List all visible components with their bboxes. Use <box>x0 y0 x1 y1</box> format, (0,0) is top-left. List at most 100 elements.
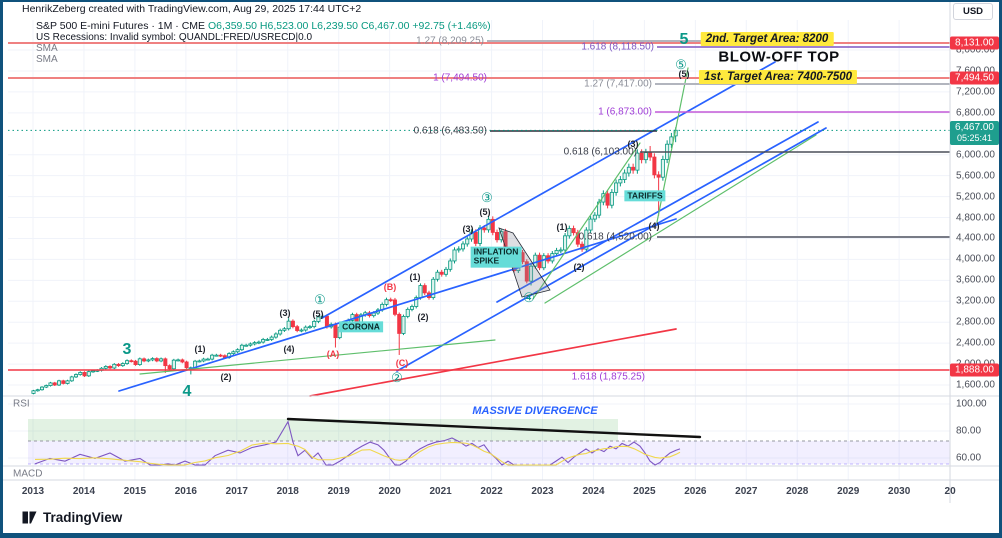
year-tick: 2030 <box>888 486 911 497</box>
year-tick: 2018 <box>276 486 299 497</box>
wave-label[interactable]: 5 <box>679 31 689 48</box>
year-tick: 2027 <box>735 486 758 497</box>
fib-label[interactable]: 1.27 (7,417.00) <box>584 78 652 90</box>
price-tick: 2,400.00 <box>956 337 995 349</box>
attribution-text: HenrikZeberg created with TradingView.co… <box>22 3 362 15</box>
wave-label[interactable]: (2) <box>220 372 232 382</box>
wave-label[interactable]: (2) <box>417 312 429 322</box>
year-tick: 2016 <box>174 486 197 497</box>
wave-label-abc[interactable]: (A) <box>326 349 340 359</box>
fib-label[interactable]: 1.618 (8,118.50) <box>581 41 654 53</box>
price-badge: 6,467.00 05:25:41 <box>950 121 999 145</box>
wave-label[interactable]: (5) <box>678 69 690 79</box>
wave-label[interactable]: (5) <box>312 309 324 319</box>
wave-label[interactable]: (1) <box>409 272 421 282</box>
wave-label[interactable]: (3) <box>279 308 291 318</box>
window-border-bottom <box>0 533 1002 538</box>
year-tick: 2019 <box>327 486 350 497</box>
year-tick: 20 <box>944 486 956 497</box>
price-tick: 6,800.00 <box>956 107 995 119</box>
indicator-error-text[interactable]: US Recessions: Invalid symbol: QUANDL:FR… <box>36 32 313 43</box>
currency-toggle-button[interactable]: USD <box>953 3 993 20</box>
price-tick: 7,200.00 <box>956 86 995 98</box>
ohlc-high: H6,523.00 <box>259 20 309 32</box>
year-tick: 2021 <box>429 486 452 497</box>
price-tick: 7,600.00 <box>956 65 995 76</box>
fib-label[interactable]: 1.618 (1,875.25) <box>571 371 645 383</box>
macd-pane-label: MACD <box>13 468 43 480</box>
price-tick: 6,000.00 <box>956 149 995 161</box>
rsi-tick: 100.00 <box>956 398 987 410</box>
wave-label-abc[interactable]: (C) <box>395 358 409 368</box>
wave-label[interactable]: 3 <box>122 341 132 358</box>
fib-label[interactable]: 1 (6,873.00) <box>598 106 652 118</box>
year-tick: 2026 <box>684 486 707 497</box>
tradingview-logo[interactable]: TradingView <box>22 510 122 525</box>
wave-label[interactable]: (2) <box>573 262 585 272</box>
wave-label[interactable]: ④ <box>523 290 535 305</box>
symbol-title[interactable]: S&P 500 E-mini Futures · 1M · CME <box>36 20 206 32</box>
price-tick: 4,400.00 <box>956 232 995 244</box>
price-tick: 4,800.00 <box>956 212 995 223</box>
rsi-tick: 80.00 <box>956 425 982 437</box>
wave-label[interactable]: (5) <box>479 207 491 217</box>
fib-label[interactable]: 1.27 (8,209.25) <box>416 35 484 47</box>
year-tick: 2013 <box>21 486 45 497</box>
symbol-legend[interactable]: S&P 500 E-mini Futures · 1M · CME O6,359… <box>36 20 491 32</box>
wave-label-abc[interactable]: (B) <box>383 282 397 292</box>
price-tick: 2,800.00 <box>956 316 995 328</box>
wave-label[interactable]: (1) <box>194 344 206 354</box>
ohlc-close: C6,467.00 <box>360 20 410 32</box>
wave-label[interactable]: ② <box>391 370 403 385</box>
blow-off-top-label[interactable]: BLOW-OFF TOP <box>718 48 840 66</box>
year-tick: 2022 <box>480 486 503 497</box>
price-badge: 1,888.00 <box>950 363 999 377</box>
year-tick: 2024 <box>582 486 605 497</box>
sma-legend-2[interactable]: SMA <box>36 54 58 65</box>
window-border-top <box>0 0 1002 2</box>
wave-label[interactable]: (1) <box>556 222 568 232</box>
year-tick: 2025 <box>633 486 656 497</box>
wave-label[interactable]: (4) <box>648 221 660 231</box>
price-badge: 8,131.00 <box>950 36 999 50</box>
year-tick: 2029 <box>837 486 860 497</box>
fib-label[interactable]: 0.618 (6,103.00) <box>563 146 637 158</box>
wave-label[interactable]: ① <box>314 292 326 307</box>
sma-legend-1[interactable]: SMA <box>36 43 58 54</box>
year-tick: 2017 <box>225 486 248 497</box>
price-tick: 3,600.00 <box>956 274 995 286</box>
ohlc-open: O6,359.50 <box>207 20 257 32</box>
rsi-tick: 60.00 <box>956 452 982 464</box>
window-border-left <box>0 0 3 538</box>
wave-label[interactable]: (3) <box>462 224 474 234</box>
wave-label[interactable]: ⑤ <box>675 57 687 72</box>
ohlc-low: L6,239.50 <box>311 20 359 32</box>
year-tick: 2015 <box>123 486 147 497</box>
price-tick: 4,000.00 <box>956 253 995 265</box>
tradingview-logo-icon <box>22 511 37 524</box>
wave-label[interactable]: (4) <box>283 344 295 354</box>
wave-label[interactable]: ③ <box>481 190 493 205</box>
fib-label[interactable]: 0.618 (6,483.50) <box>413 125 487 137</box>
target-2-label[interactable]: 2nd. Target Area: 8200 <box>700 32 834 46</box>
price-tick: 8,000.00 <box>956 44 995 56</box>
year-tick: 2020 <box>378 486 401 497</box>
corona-chip[interactable]: CORONA <box>339 321 383 333</box>
price-tick: 3,200.00 <box>956 295 995 307</box>
tariffs-chip[interactable]: TARIFFS <box>624 190 666 202</box>
price-badge: 7,494.50 <box>950 71 999 85</box>
wave-label[interactable]: (3) <box>627 139 639 149</box>
price-tick: 5,600.00 <box>956 170 995 182</box>
tradingview-logo-text: TradingView <box>43 510 123 525</box>
inflation-spike-chip[interactable]: INFLATION SPIKE <box>470 246 522 268</box>
fib-label[interactable]: 1 (7,494.50) <box>433 72 487 84</box>
price-tick: 1,600.00 <box>956 379 995 391</box>
rsi-pane-label: RSI <box>13 398 30 410</box>
fib-label[interactable]: 0.618 (4,520.00) <box>578 231 652 243</box>
target-1-label[interactable]: 1st. Target Area: 7400-7500 <box>698 70 858 84</box>
massive-divergence-label[interactable]: MASSIVE DIVERGENCE <box>472 405 598 417</box>
year-tick: 2014 <box>72 486 96 497</box>
chart-background <box>3 2 999 533</box>
year-tick: 2023 <box>531 486 554 497</box>
wave-label[interactable]: 4 <box>182 383 192 400</box>
